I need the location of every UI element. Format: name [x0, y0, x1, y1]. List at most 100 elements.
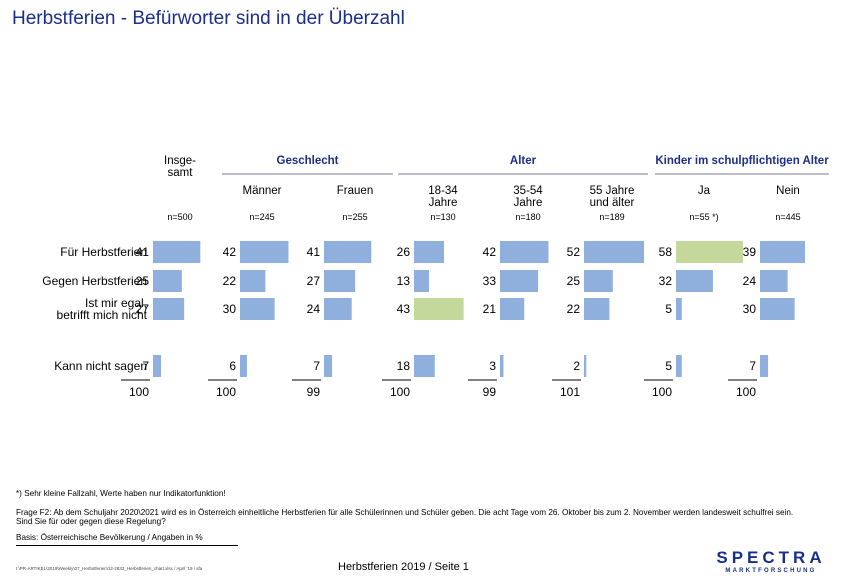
data-label: 22	[567, 302, 581, 316]
data-label: 32	[659, 274, 673, 288]
bar	[500, 355, 504, 377]
bar	[760, 298, 795, 320]
column-label-6: Ja	[698, 185, 711, 197]
column-label-4-line1: 35-54	[513, 185, 543, 197]
data-label: 25	[567, 274, 581, 288]
total-label: 101	[560, 385, 580, 399]
sample-size-6: n=55 *)	[689, 212, 718, 222]
sample-size-3: n=130	[430, 212, 455, 222]
bar	[760, 355, 769, 377]
column-label-5-line1: 55 Jahre	[590, 185, 635, 197]
bar	[676, 241, 743, 263]
data-label: 3	[489, 359, 496, 373]
bar	[760, 241, 805, 263]
data-label: 13	[397, 274, 411, 288]
column-label-7: Nein	[776, 185, 800, 197]
file-path: I:\PR-ARTIKEL\2019\Weekly\07_Herbstferie…	[16, 566, 203, 571]
data-label: 43	[397, 302, 411, 316]
bar	[324, 355, 333, 377]
total-label: 100	[736, 385, 756, 399]
column-label-2: Frauen	[337, 185, 373, 197]
data-label: 58	[659, 245, 673, 259]
data-label: 24	[743, 274, 757, 288]
sample-size-4: n=180	[515, 212, 540, 222]
row-label-2-line1: Ist mir egal,	[85, 296, 147, 310]
logo-subtitle: MARKTFORSCHUNG	[725, 568, 817, 574]
group-header-1: Geschlecht	[277, 155, 339, 167]
data-label: 30	[223, 302, 237, 316]
bar	[676, 298, 682, 320]
data-label: 7	[313, 359, 320, 373]
sample-size-2: n=255	[342, 212, 367, 222]
bar	[153, 270, 182, 292]
sample-size-1: n=245	[249, 212, 274, 222]
total-label: 99	[307, 385, 321, 399]
logo-name: SPECTRA	[716, 548, 826, 567]
footnote: *) Sehr kleine Fallzahl, Werte haben nur…	[16, 489, 226, 498]
data-label: 6	[229, 359, 236, 373]
column-label-3-line1: 18-34	[428, 185, 458, 197]
bar	[324, 298, 352, 320]
data-label: 2	[573, 359, 580, 373]
data-label: 24	[307, 302, 321, 316]
bar	[500, 298, 525, 320]
bar	[584, 270, 613, 292]
group-header-total-line1: Insge-	[164, 155, 196, 167]
bar	[584, 355, 587, 377]
data-label: 7	[142, 359, 149, 373]
bar	[500, 241, 549, 263]
results-table-chart: Insge-samt Geschlecht Alter Kinder im schul…	[42, 155, 829, 399]
data-label: 18	[397, 359, 411, 373]
sample-size-5: n=189	[599, 212, 624, 222]
bar	[240, 241, 289, 263]
bar	[760, 270, 788, 292]
data-label: 21	[483, 302, 497, 316]
question-text-line2: Sind Sie für oder gegen diese Regelung?	[16, 517, 166, 526]
bar	[500, 270, 539, 292]
page-title: Herbstferien - Befürworter sind in der Ü…	[12, 8, 405, 29]
data-label: 42	[483, 245, 497, 259]
column-label-3-line2: Jahre	[429, 197, 458, 209]
bar	[240, 270, 266, 292]
bar	[584, 298, 610, 320]
data-label: 39	[743, 245, 757, 259]
data-label: 41	[136, 245, 150, 259]
row-label-3: Kann nicht sagen	[54, 359, 147, 373]
bar	[324, 241, 372, 263]
bar	[240, 298, 275, 320]
column-label-4-line2: Jahre	[514, 197, 543, 209]
basis-note: Basis: Österreichische Bevölkerung / Ang…	[16, 533, 203, 542]
group-header-total-line2: samt	[168, 167, 194, 179]
bar	[414, 355, 435, 377]
bar	[676, 270, 713, 292]
row-label-2-line2: betrifft mich nicht	[57, 308, 148, 322]
data-label: 26	[397, 245, 411, 259]
bar	[414, 241, 444, 263]
data-label: 5	[665, 359, 672, 373]
data-label: 41	[307, 245, 321, 259]
bar	[414, 270, 429, 292]
group-header-2: Alter	[510, 155, 537, 167]
data-label: 30	[743, 302, 757, 316]
spectra-logo: SPECTRA MARKTFORSCHUNG	[716, 548, 826, 574]
data-label: 42	[223, 245, 237, 259]
row-label-1: Gegen Herbstferien	[42, 274, 147, 288]
bar	[414, 298, 464, 320]
data-label: 5	[665, 302, 672, 316]
bar	[584, 241, 644, 263]
bar	[324, 270, 356, 292]
bar	[153, 355, 162, 377]
data-label: 7	[749, 359, 756, 373]
page-info: Herbstferien 2019 / Seite 1	[338, 561, 469, 573]
data-label: 25	[136, 274, 150, 288]
column-label-5-line2: und älter	[590, 197, 635, 209]
total-label: 99	[483, 385, 497, 399]
sample-size-0: n=500	[167, 212, 192, 222]
row-label-0: Für Herbstferien	[60, 245, 147, 259]
question-text-line1: Frage F2: Ab dem Schuljahr 2020\2021 wir…	[16, 508, 794, 517]
bar	[240, 355, 247, 377]
data-label: 27	[136, 302, 150, 316]
bar	[153, 241, 201, 263]
total-label: 100	[390, 385, 410, 399]
sample-size-7: n=445	[775, 212, 800, 222]
